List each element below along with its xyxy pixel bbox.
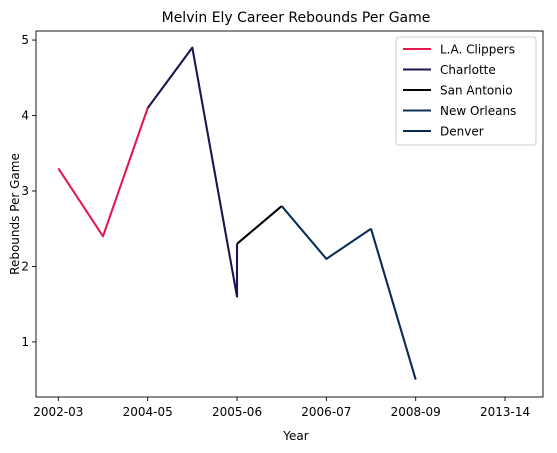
y-tick-label: 5: [21, 33, 29, 47]
y-axis-label: Rebounds Per Game: [8, 153, 22, 275]
series-layer: [57, 46, 417, 380]
legend-frame: [395, 36, 537, 146]
x-tick-label: 2008-09: [391, 405, 441, 419]
x-tick-label: 2004-05: [123, 405, 173, 419]
x-tick-label: 2006-07: [301, 405, 351, 419]
series-line-4: [369, 228, 417, 380]
series-line-0: [57, 107, 149, 238]
y-tick-label: 4: [21, 109, 29, 123]
series-line-3: [280, 205, 372, 260]
x-axis-ticks: 2002-03 2004-05 2005-06 2006-07 2008-09 2013-…: [33, 397, 530, 419]
legend-label-0: L.A. Clippers: [440, 43, 515, 57]
series-line-1: [146, 46, 239, 298]
legend-label-1: Charlotte: [440, 63, 496, 77]
y-axis-ticks: 1 2 3 4 5: [21, 33, 36, 349]
legend: L.A. Clippers Charlotte San Antonio New Orl…: [395, 36, 537, 146]
x-axis-label: Year: [282, 429, 308, 443]
y-tick-label: 3: [21, 184, 29, 198]
legend-label-4: Denver: [440, 125, 484, 139]
legend-label-3: New Orleans: [440, 104, 516, 118]
chart-title: Melvin Ely Career Rebounds Per Game: [162, 10, 431, 26]
x-tick-label: 2005-06: [212, 405, 262, 419]
x-tick-label: 2002-03: [33, 405, 83, 419]
y-tick-label: 1: [21, 335, 29, 349]
y-tick-label: 2: [21, 259, 29, 273]
x-tick-label: 2013-14: [480, 405, 530, 419]
series-line-2: [236, 205, 283, 245]
legend-label-2: San Antonio: [440, 84, 513, 98]
